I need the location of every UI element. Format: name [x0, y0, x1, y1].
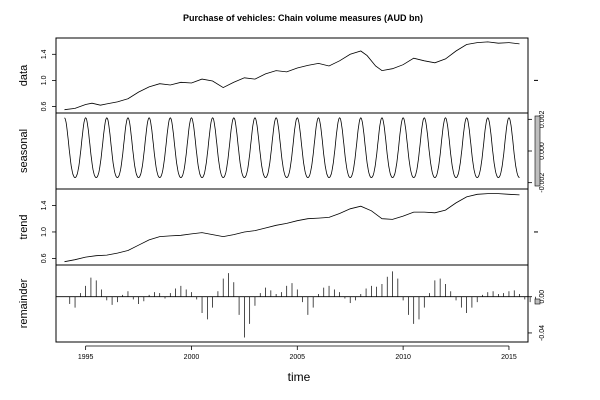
remainder-frame [55, 264, 529, 343]
remainder-scale-bar [534, 298, 541, 305]
x-tick-label: 2005 [290, 354, 306, 361]
seasonal-axis-label: seasonal [18, 129, 30, 173]
x-tick-label: 2000 [184, 354, 200, 361]
panel-trend: trend 0.6 1.0 1.4 [18, 188, 538, 266]
x-tick-label: 2010 [395, 354, 411, 361]
trend-ytick-label: 1.4 [41, 201, 48, 211]
x-axis-label: time [288, 370, 311, 384]
data-frame [55, 37, 529, 114]
chart-title: Purchase of vehicles: Chain volume measu… [183, 13, 423, 23]
data-ytick-label: 1.0 [41, 75, 48, 85]
panel-remainder: remainder -0.04 0.00 [18, 264, 546, 343]
trend-frame [55, 188, 529, 266]
data-series-line [64, 41, 520, 111]
trend-series-line [64, 193, 520, 263]
x-tick-label: 1995 [78, 354, 94, 361]
seasonal-scale-bar [534, 115, 541, 187]
panels: data 0.6 1.0 1.4 seasonal -0.002 0.000 0.002 tre… [18, 37, 546, 343]
data-ytick-label: 0.6 [41, 102, 48, 112]
x-axis: 1995 2000 2005 2010 2015 [78, 345, 517, 361]
seasonal-ytick-label: -0.002 [539, 173, 546, 193]
remainder-ytick-label: -0.04 [539, 325, 546, 341]
seasonal-series-line [64, 117, 520, 179]
data-ytick-label: 1.4 [41, 49, 48, 59]
x-tick-label: 2015 [501, 354, 517, 361]
seasonal-ytick-label: 0.002 [539, 110, 546, 128]
data-axis-label: data [18, 64, 30, 86]
trend-ytick-label: 1.0 [41, 227, 48, 237]
trend-axis-label: trend [18, 214, 30, 239]
trend-ytick-label: 0.6 [41, 253, 48, 263]
remainder-ytick-label: 0.00 [539, 290, 546, 304]
panel-data: data 0.6 1.0 1.4 [18, 37, 538, 114]
seasonal-ytick-label: 0.000 [539, 142, 546, 160]
panel-seasonal: seasonal -0.002 0.000 0.002 [18, 110, 546, 192]
remainder-axis-label: remainder [18, 278, 30, 328]
